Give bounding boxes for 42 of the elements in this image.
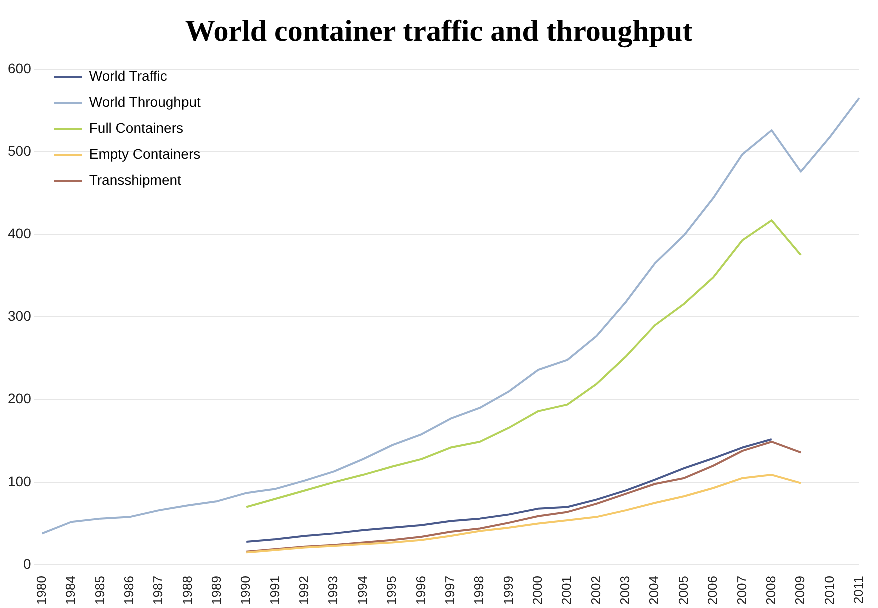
legend-label: Empty Containers: [89, 146, 201, 162]
y-tick-label: 500: [8, 142, 32, 159]
chart-title: World container traffic and throughput: [184, 14, 694, 50]
x-tick-label: 1984: [63, 576, 78, 605]
x-tick-label: 1999: [500, 576, 516, 605]
y-tick-label: 100: [8, 473, 32, 490]
x-tick-label: 1988: [180, 576, 195, 605]
x-tick-label: 1990: [238, 576, 254, 605]
legend-label: World Throughput: [89, 94, 202, 110]
x-tick-label: 2007: [734, 576, 750, 605]
x-tick-label: 2000: [530, 576, 545, 605]
x-tick-label: 1991: [267, 576, 282, 605]
x-tick-label: 2005: [676, 576, 691, 605]
y-tick-label: 300: [8, 308, 32, 324]
x-tick-label: 2011: [850, 576, 866, 604]
x-tick-label: 2001: [559, 576, 574, 605]
x-tick-label: 1989: [209, 576, 224, 605]
x-tick-label: 2009: [792, 576, 808, 605]
x-tick-label: 2010: [822, 576, 837, 605]
x-tick-label: 1985: [92, 576, 108, 605]
x-tick-label: 1993: [326, 576, 341, 605]
x-tick-label: 2003: [618, 576, 633, 605]
y-tick-label: 200: [8, 390, 32, 407]
x-tick-label: 1997: [442, 576, 458, 605]
x-tick-label: 1996: [413, 576, 428, 605]
x-tick-label: 2006: [705, 576, 720, 605]
legend-label: Full Containers: [89, 120, 184, 136]
y-tick-label: 600: [8, 60, 32, 76]
x-tick-label: 1980: [34, 576, 49, 605]
x-tick-label: 2008: [763, 576, 778, 605]
legend-label: Transshipment: [89, 172, 182, 188]
x-tick-label: 2004: [646, 576, 662, 605]
x-tick-label: 1995: [384, 576, 400, 605]
y-tick-label: 0: [24, 556, 32, 572]
x-tick-label: 1994: [354, 576, 370, 605]
y-tick-label: 400: [8, 225, 32, 242]
x-tick-label: 1998: [472, 576, 487, 605]
x-tick-label: 1987: [150, 576, 166, 605]
x-tick-label: 2002: [588, 576, 604, 605]
x-tick-label: 1992: [296, 576, 312, 605]
x-tick-label: 1986: [121, 576, 136, 605]
legend-label: World Traffic: [89, 68, 168, 84]
